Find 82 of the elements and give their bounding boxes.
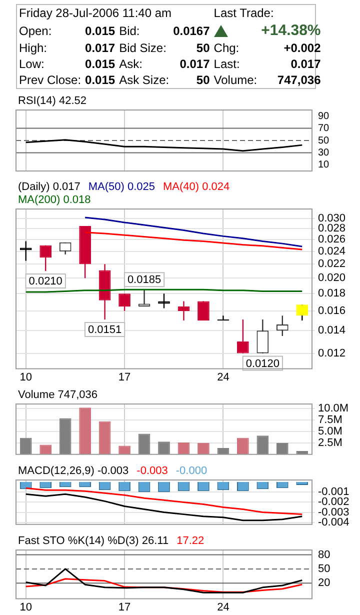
text: 17.22	[176, 535, 204, 548]
y-tick-label: 0.016	[318, 305, 346, 318]
y-tick-label: 80	[318, 548, 330, 561]
bar	[59, 418, 72, 454]
y-tick-label: -0.004	[318, 516, 350, 528]
y-tick-label: 50	[318, 562, 330, 575]
x-tick-label: 10	[20, 371, 32, 384]
candlestick	[276, 315, 288, 337]
x-tick-label: 24	[217, 371, 230, 384]
text: 0.015	[84, 56, 116, 72]
text: Volume:	[212, 72, 258, 88]
text: Chg:	[212, 40, 240, 56]
text: 0.017	[84, 40, 116, 56]
text: 0.017	[178, 56, 211, 72]
text: Bid Size:	[118, 40, 168, 56]
y-tick-label: -0.002	[318, 496, 350, 508]
y-tick-label: 0.020	[318, 272, 346, 284]
text: Fast STO %K(14) %D(3) 26.11	[18, 535, 169, 548]
text: 0.017	[290, 56, 322, 72]
y-tick-label: 10	[318, 160, 330, 171]
text: Friday 28-Jul-2006 11:40 am	[18, 5, 173, 21]
y-tick-label: 7.5M	[318, 414, 342, 426]
x-tick-label: 24	[217, 601, 230, 614]
y-tick-label: 20	[318, 577, 330, 590]
y-tick-label: 30	[318, 147, 330, 158]
series-label: MACD(12,26,9) -0.003	[18, 465, 129, 478]
bar	[79, 408, 91, 454]
y-tick-label: 0.026	[318, 234, 346, 246]
y-tick-label: 0.014	[318, 324, 346, 337]
x-tick-label: 10	[20, 601, 32, 614]
y-tick-label: 10.0M	[318, 402, 349, 415]
text: +0.002	[282, 40, 322, 56]
bar	[138, 434, 150, 454]
x-tick-label: 17	[118, 371, 131, 384]
y-tick-label: 5.0M	[318, 426, 342, 438]
x-tick-label: 17	[118, 601, 131, 614]
text: Ask:	[118, 56, 144, 72]
text: MA(200) 0.018	[18, 194, 91, 207]
y-tick-label: -0.003	[318, 506, 350, 518]
text: Low:	[18, 56, 46, 72]
bar	[98, 421, 111, 454]
chart-title: Volume 747,036	[18, 389, 98, 402]
text: MA(50) 0.025	[88, 181, 156, 194]
y-tick-label: 2.5M	[318, 436, 342, 449]
text: Last Trade:	[212, 5, 275, 21]
annotation: 0.0210	[28, 276, 62, 288]
candlestick	[256, 318, 269, 354]
text: 50	[195, 40, 211, 56]
text: 0.015	[84, 72, 116, 88]
y-tick-label: 0.030	[318, 212, 346, 225]
chart-title: RSI(14) 42.52	[18, 95, 86, 108]
text: Bid:	[118, 22, 141, 40]
y-tick-label: 70	[318, 123, 330, 134]
text: 0.015	[84, 22, 116, 40]
candlestick	[217, 315, 230, 322]
annotation: 0.0151	[88, 324, 122, 336]
annotation: 0.0120	[246, 358, 280, 370]
text: Prev Close:	[18, 72, 82, 88]
candlestick	[158, 293, 170, 309]
text: Last:	[212, 56, 241, 72]
text: +14.38%	[260, 21, 322, 40]
y-tick-label: -0.001	[318, 486, 350, 498]
series-label: -0.000	[176, 465, 208, 478]
text: 0.0167	[172, 22, 211, 40]
text: Open:	[18, 22, 53, 40]
candlestick	[178, 300, 190, 322]
chart-title: (Daily) 0.017	[18, 181, 80, 194]
y-tick-label: 0.018	[318, 288, 346, 300]
text: 50	[195, 72, 211, 88]
text: MA(40) 0.024	[163, 181, 230, 194]
text: Ask Size:	[118, 72, 170, 88]
candlestick	[20, 240, 32, 262]
y-tick-label: 0.028	[318, 222, 346, 235]
y-tick-label: 0.022	[318, 258, 346, 270]
annotation: 0.0185	[127, 274, 162, 286]
text: 747,036	[276, 72, 322, 88]
y-tick-label: 0.024	[318, 245, 346, 258]
text: High:	[18, 40, 48, 56]
y-tick-label: 50	[318, 135, 330, 146]
y-tick-label: 90	[318, 110, 330, 122]
series-label: -0.003	[136, 465, 168, 478]
y-tick-label: 0.012	[318, 347, 346, 360]
